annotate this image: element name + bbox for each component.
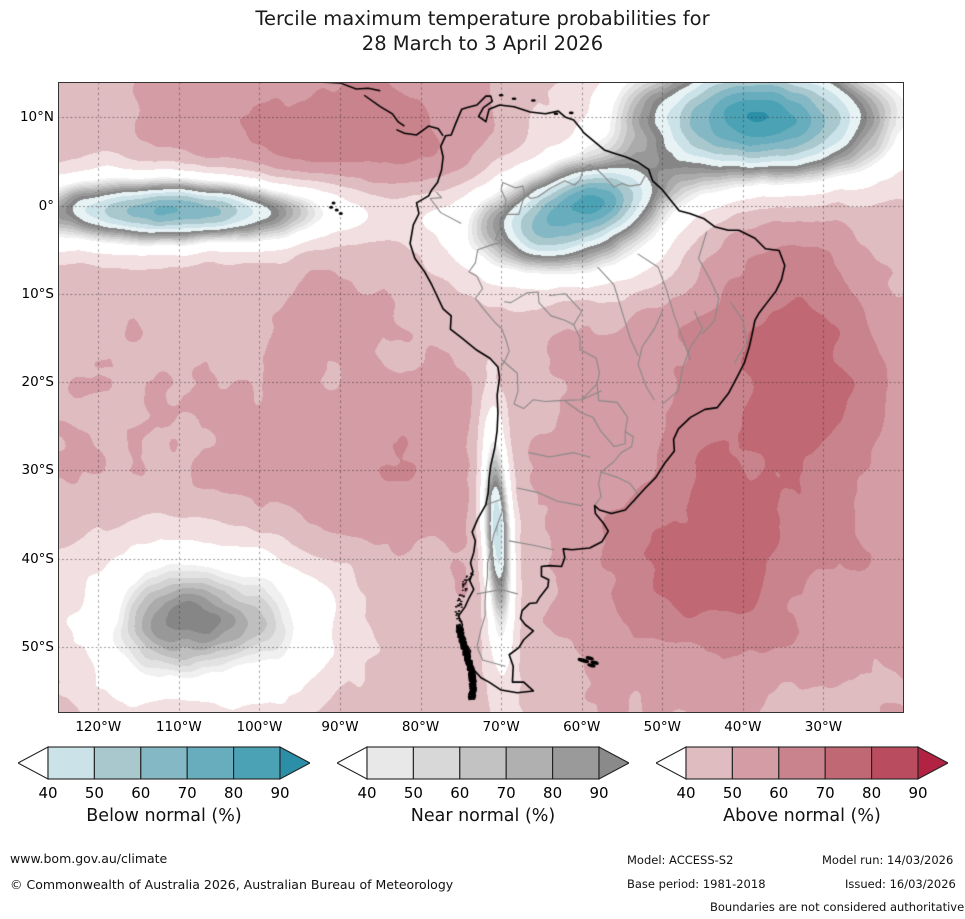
colorbar-ticks-above-normal: 40 50 60 70 80 90	[656, 784, 948, 802]
lon-tick-100W: 100°W	[236, 719, 283, 735]
cbtick-above-normal-90: 90	[908, 784, 928, 802]
cbtick-below-normal-40: 40	[38, 784, 58, 802]
cbtick-near-normal-50: 50	[403, 784, 423, 802]
lon-tick-40W: 40°W	[724, 719, 762, 735]
footer-model-run: Model run: 14/03/2026	[822, 853, 954, 867]
lat-tick-20S: 20°S	[21, 374, 55, 391]
footer-boundaries-note: Boundaries are not considered authoritat…	[710, 900, 965, 914]
map-panel	[58, 82, 904, 713]
cbtick-above-normal-80: 80	[862, 784, 882, 802]
lon-tick-80W: 80°W	[401, 719, 440, 735]
footer-url[interactable]: www.bom.gov.au/climate	[10, 851, 168, 866]
colorbar-below-normal	[18, 744, 310, 782]
lat-tick-10S: 10°S	[21, 285, 55, 302]
colorbar-above-normal	[656, 744, 948, 782]
cbtick-near-normal-70: 70	[496, 784, 516, 802]
cbtick-below-normal-90: 90	[270, 784, 290, 802]
colorbar-label-below-normal: Below normal (%)	[86, 806, 242, 826]
colorbar-ticks-below-normal: 40 50 60 70 80 90	[18, 784, 310, 802]
cbtick-above-normal-50: 50	[722, 784, 742, 802]
tercile-probability-map	[58, 82, 904, 713]
lon-tick-70W: 70°W	[482, 719, 520, 735]
cbtick-below-normal-60: 60	[131, 784, 151, 802]
lat-tick-40S: 40°S	[21, 550, 55, 567]
footer-copyright: © Commonwealth of Australia 2026, Austra…	[10, 877, 454, 892]
footer-issued: Issued: 16/03/2026	[845, 877, 956, 891]
cbtick-below-normal-70: 70	[177, 784, 197, 802]
lon-tick-120W: 120°W	[75, 719, 122, 735]
lon-tick-90W: 90°W	[321, 719, 359, 735]
lat-tick-50S: 50°S	[21, 638, 55, 655]
footer-base-period: Base period: 1981-2018	[627, 877, 766, 891]
page-title: Tercile maximum temperature probabilitie…	[255, 7, 710, 55]
lat-tick-30S: 30°S	[21, 462, 55, 479]
lon-tick-30W: 30°W	[804, 719, 843, 735]
cbtick-above-normal-70: 70	[815, 784, 835, 802]
lon-tick-60W: 60°W	[563, 719, 601, 735]
cbtick-near-normal-40: 40	[357, 784, 377, 802]
lat-tick-0: 0°	[38, 197, 54, 214]
cbtick-near-normal-80: 80	[543, 784, 563, 802]
lat-tick-10N: 10°N	[19, 109, 54, 126]
cbtick-below-normal-80: 80	[224, 784, 244, 802]
cbtick-near-normal-90: 90	[589, 784, 609, 802]
lon-tick-50W: 50°W	[643, 719, 681, 735]
lon-tick-110W: 110°W	[155, 719, 202, 735]
footer-model: Model: ACCESS-S2	[627, 853, 734, 867]
cbtick-below-normal-50: 50	[84, 784, 104, 802]
cbtick-near-normal-60: 60	[450, 784, 470, 802]
colorbar-label-near-normal: Near normal (%)	[410, 806, 556, 826]
cbtick-above-normal-60: 60	[769, 784, 789, 802]
colorbar-ticks-near-normal: 40 50 60 70 80 90	[337, 784, 629, 802]
cbtick-above-normal-40: 40	[676, 784, 696, 802]
colorbar-near-normal	[337, 744, 629, 782]
colorbar-label-above-normal: Above normal (%)	[723, 806, 881, 826]
